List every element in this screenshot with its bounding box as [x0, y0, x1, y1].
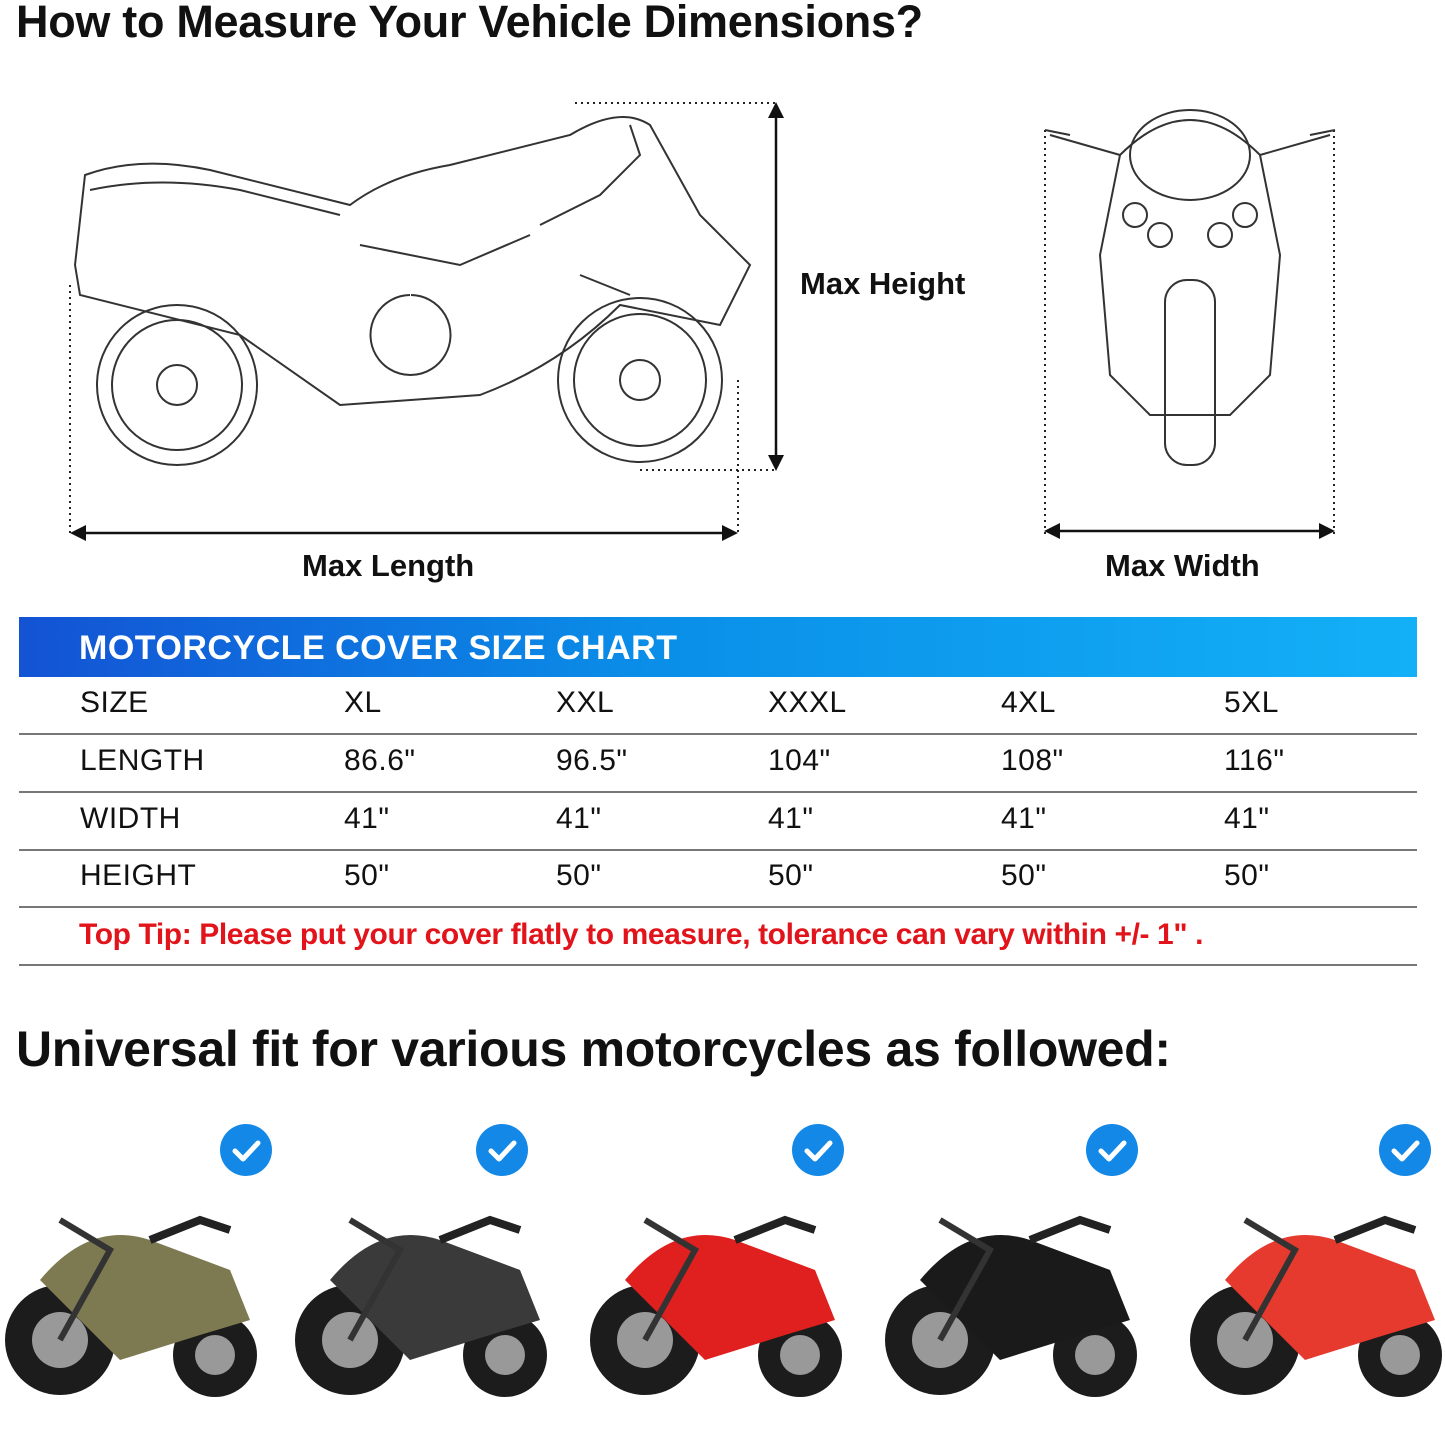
- row-label: WIDTH: [80, 802, 181, 835]
- table-cell: 86.6": [344, 744, 416, 777]
- size-chart-banner: MOTORCYCLE COVER SIZE CHART: [19, 617, 1417, 677]
- table-row-length: [19, 735, 1417, 793]
- check-icon: [1379, 1124, 1431, 1176]
- table-row-size: [19, 677, 1417, 735]
- max-length-label: Max Length: [302, 548, 475, 583]
- motorcycle-photo-cruiser: [5, 1215, 257, 1397]
- size-chart-title: MOTORCYCLE COVER SIZE CHART: [79, 629, 678, 667]
- table-cell: 116": [1224, 744, 1285, 777]
- table-cell: 4XL: [1001, 686, 1056, 719]
- table-cell: XXXL: [768, 686, 847, 719]
- table-cell: 41": [556, 802, 602, 835]
- table-cell: 108": [1001, 744, 1064, 777]
- table-cell: 50": [1224, 859, 1270, 892]
- table-row-width: [19, 793, 1417, 851]
- table-cell: 50": [344, 859, 390, 892]
- motorcycle-front-diagram: [1044, 109, 1336, 466]
- measure-title: How to Measure Your Vehicle Dimensions?: [16, 0, 923, 47]
- table-cell: 41": [1224, 802, 1270, 835]
- dimension-arrows: [69, 102, 1335, 541]
- check-icon: [220, 1124, 272, 1176]
- fit-title: Universal fit for various motorcycles as…: [16, 1021, 1171, 1077]
- table-cell: XL: [344, 686, 382, 719]
- row-label: SIZE: [80, 686, 149, 719]
- motorcycle-side-diagram: [73, 116, 752, 466]
- motorcycle-photo-cruiser: [885, 1215, 1137, 1397]
- table-cell: 41": [1001, 802, 1047, 835]
- table-cell: 104": [768, 744, 831, 777]
- table-cell: 50": [768, 859, 814, 892]
- table-cell: 5XL: [1224, 686, 1279, 719]
- table-cell: XXL: [556, 686, 615, 719]
- table-cell: 50": [556, 859, 602, 892]
- table-cell: 41": [768, 802, 814, 835]
- check-icon: [792, 1124, 844, 1176]
- table-row-height: [19, 851, 1417, 908]
- tip-row: Top Tip: Please put your cover flatly to…: [19, 908, 1417, 966]
- motorcycle-photo-vespa: [1190, 1215, 1442, 1397]
- top-tip: Top Tip: Please put your cover flatly to…: [79, 918, 1204, 951]
- motorcycle-photo-sport: [590, 1215, 842, 1397]
- max-width-label: Max Width: [1105, 548, 1260, 583]
- row-label: HEIGHT: [80, 859, 197, 892]
- max-height-label: Max Height: [800, 266, 966, 301]
- check-icon: [1086, 1124, 1138, 1176]
- table-cell: 96.5": [556, 744, 628, 777]
- motorcycle-photo-scooter: [295, 1215, 547, 1397]
- check-icon: [476, 1124, 528, 1176]
- table-cell: 41": [344, 802, 390, 835]
- row-label: LENGTH: [80, 744, 205, 777]
- table-cell: 50": [1001, 859, 1047, 892]
